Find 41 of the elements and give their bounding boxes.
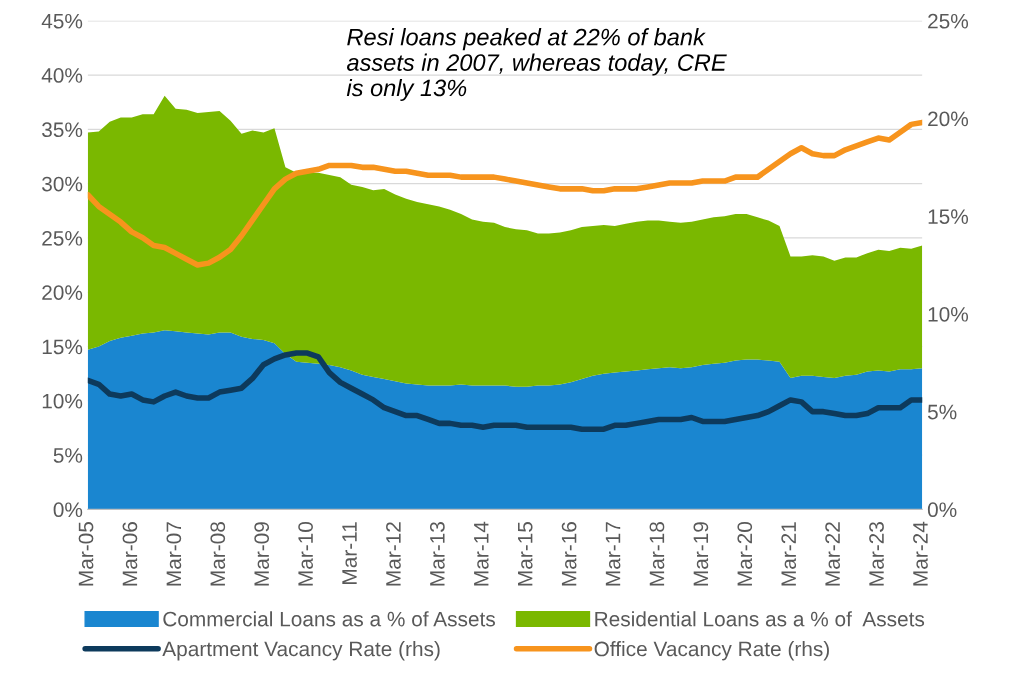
y-tick-label: 40%: [41, 68, 83, 83]
x-tick-label: Mar-08: [210, 522, 226, 586]
y-tick-label: 5%: [53, 448, 83, 463]
y-tick-label: 25%: [42, 230, 83, 246]
y2-tick-label: 0%: [927, 502, 957, 518]
y-tick-label: 0%: [53, 502, 83, 518]
x-tick-label: Mar-07: [166, 522, 182, 586]
x-tick-label: Mar-17: [605, 522, 621, 586]
y-tick-label: 15%: [42, 339, 83, 355]
x-tick-label: Mar-12: [386, 522, 401, 586]
y-tick-label: 10%: [42, 393, 83, 409]
x-tick-label: Mar-22: [825, 522, 840, 586]
legend-label: Commercial Loans as a % of Assets: [163, 611, 495, 627]
x-tick-label: Mar-14: [474, 521, 489, 586]
x-tick-label: Mar-10: [298, 521, 313, 586]
y2-tick-label: 10%: [928, 306, 969, 322]
x-tick-label: Mar-20: [737, 521, 753, 586]
y-tick-label: 45%: [41, 13, 83, 29]
y-tick-label: 20%: [42, 285, 83, 300]
annotation: Resi loans peaked at 22% of bank assets in 2007, whereas today, CRE is only 13%: [346, 28, 727, 101]
x-tick-label: Mar-13: [429, 522, 445, 586]
y2-tick-label: 5%: [927, 404, 957, 420]
legend-label: Apartment Vacancy Rate (rhs): [162, 641, 440, 661]
x-tick-label: Mar-16: [561, 522, 577, 586]
x-tick-label: Mar-09: [254, 522, 270, 586]
y2-tick-label: 20%: [928, 111, 969, 127]
legend-label: Office Vacancy Rate (rhs): [594, 641, 829, 661]
x-tick-label: Mar-05: [78, 522, 94, 586]
legend-label: Residential Loans as a % of Assets: [595, 611, 925, 627]
x-tick-label: Mar-21: [781, 522, 797, 586]
x-tick-label: Mar-19: [693, 522, 709, 586]
x-tick-label: Mar-23: [869, 522, 884, 586]
y2-tick-label: 25%: [928, 13, 969, 29]
y-tick-label: 30%: [42, 176, 83, 192]
y2-tick-label: 15%: [928, 209, 969, 224]
x-tick-label: Mar-15: [518, 522, 533, 586]
x-tick-label: Mar-11: [342, 522, 357, 584]
x-tick-label: Mar-06: [122, 522, 138, 586]
y-tick-label: 35%: [42, 122, 83, 138]
x-tick-label: Mar-18: [649, 522, 665, 586]
x-tick-label: Mar-24: [913, 521, 928, 586]
